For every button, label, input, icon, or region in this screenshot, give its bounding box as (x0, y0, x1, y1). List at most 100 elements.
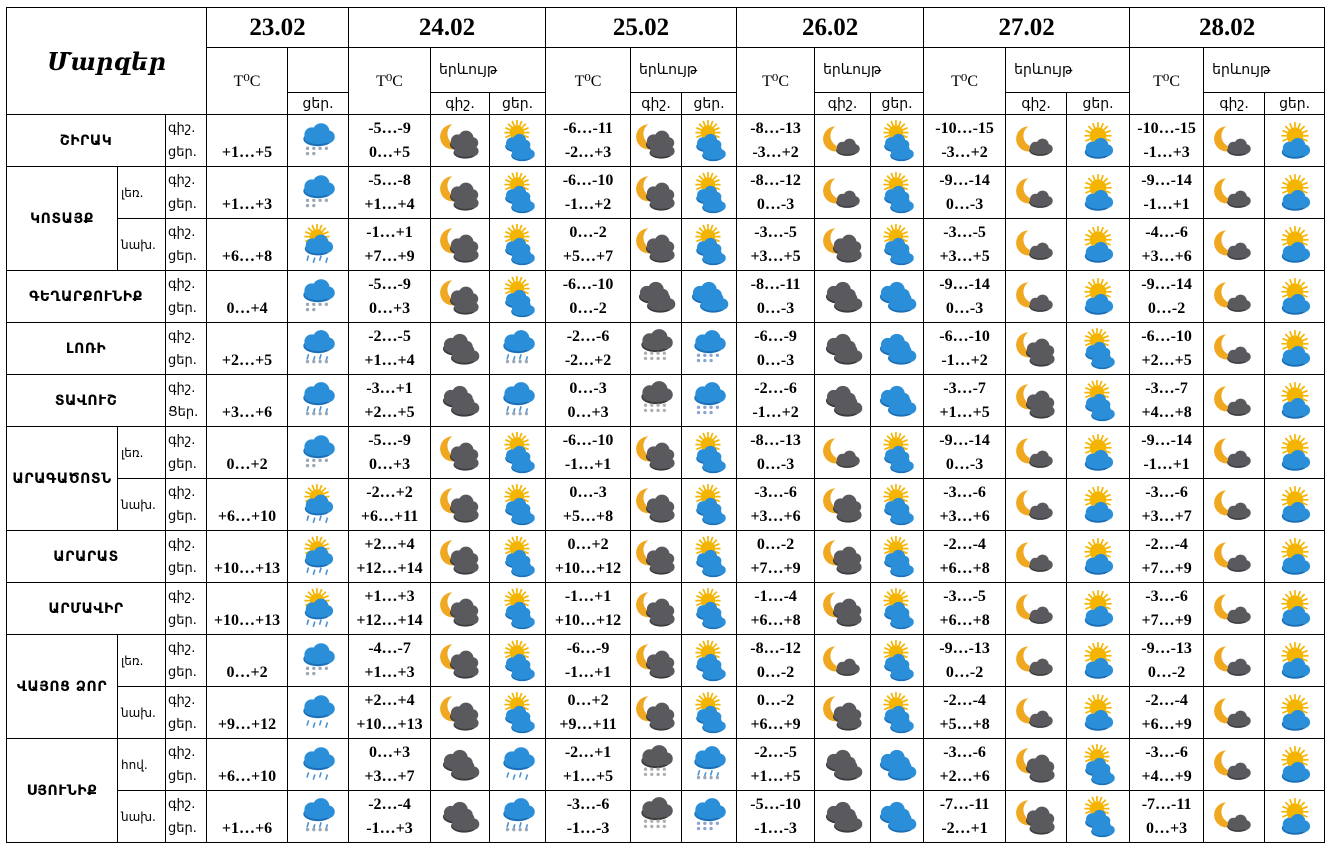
sun-cloud-icon (1266, 275, 1324, 319)
night-temperature: -3…-6 (754, 483, 797, 501)
blue-clouds-icon (683, 275, 736, 319)
weather-icon-cell (430, 374, 491, 427)
night-temperature: -2…-4 (943, 535, 986, 553)
weather-icon-cell (1264, 686, 1326, 739)
sun-cloud-icon (1068, 119, 1129, 163)
weather-icon-cell (430, 686, 491, 739)
moon-clouds-icon (432, 223, 489, 267)
temperature-cell: -7…-11 -2…+1 (923, 790, 1007, 843)
night-temperature: -9…-14 (1141, 275, 1192, 293)
forecast-table: Մարզեր 23.02 24.02 25.02 26.02 27.02 28.02 T⁰C T… (5, 7, 1326, 843)
weather-icon-cell (630, 322, 683, 375)
day-temperature: 0…-2 (1147, 299, 1186, 317)
day-label: ցեր. (168, 456, 197, 472)
day-temperature: +1…+5 (562, 767, 614, 785)
day-temperature: 0…-3 (756, 351, 795, 369)
time-labels: գիշ. ցեր. (164, 530, 208, 583)
sun-cloud-icon (1266, 379, 1324, 423)
day-temperature: 0…-2 (569, 299, 607, 317)
moon-clouds-icon (432, 639, 489, 683)
moon-cloud-icon (1007, 691, 1066, 735)
moon-cloud-icon (816, 119, 870, 163)
weather-icon-cell (1066, 166, 1131, 219)
time-labels: գիշ. ցեր. (164, 686, 208, 739)
night-temperature: -3…-6 (1145, 587, 1188, 605)
day-temperature: -1…+3 (1143, 143, 1190, 161)
table-row: ՎԱՅՈՑ ՁՈՐ լեռ. գիշ. ցեր. 0…+2 -4…-7 +1…+3 -6…-9… (6, 634, 1326, 739)
weather-icon-cell (1203, 686, 1266, 739)
temperature-cell: -3…-7 +1…+5 (923, 374, 1007, 427)
day-temperature: -1…+2 (752, 403, 799, 421)
weather-icon-cell (1066, 114, 1131, 167)
weather-icon-cell (430, 426, 491, 479)
night-temperature: -5…-10 (750, 795, 801, 813)
day-temperature: +9…+11 (559, 715, 617, 733)
day-temperature: 0…-3 (945, 195, 984, 213)
temperature-cell: -3…-6 +3…+7 (1129, 478, 1205, 531)
rain-snow-icon (289, 639, 348, 683)
day-temperature: -2…+1 (941, 819, 988, 837)
temperature-cell: -10…-15 -1…+3 (1129, 114, 1205, 167)
moon-clouds-icon (816, 691, 870, 735)
regions-header: Մարզեր (5, 7, 208, 115)
weather-icon-cell (1203, 322, 1266, 375)
date-header: 26.02 (736, 7, 925, 48)
weather-icon-cell (1203, 478, 1266, 531)
sun-clouds-icon (872, 587, 923, 631)
night-temperature: -2…+1 (564, 743, 612, 761)
night-temperature: -6…-11 (563, 119, 613, 137)
rain-snow-icon (289, 171, 348, 215)
day-temperature: 0…+3 (368, 299, 411, 317)
night-label: գիշ. (168, 328, 196, 344)
moon-clouds-icon (632, 535, 681, 579)
temperature-cell: -9…-14 0…-3 (923, 270, 1007, 323)
moon-cloud-icon (1205, 587, 1264, 631)
phenomenon-header: երևույթ (814, 47, 925, 93)
weather-icon-cell (430, 478, 491, 531)
day-temperature: +1…+5 (939, 403, 990, 421)
night-label: գիշ. (168, 796, 196, 812)
temperature-cell: 0…-2 +7…+9 (736, 530, 816, 583)
temperature-header: T⁰C (736, 47, 816, 115)
weather-icon-cell (1203, 218, 1266, 271)
day-temperature: +3…+7 (1141, 507, 1192, 525)
night-temperature: -3…-6 (1145, 483, 1188, 501)
rain-icon (491, 743, 545, 787)
temperature-cell: -7…-11 0…+3 (1129, 790, 1205, 843)
weather-icon-cell (870, 738, 925, 791)
weather-icon-cell (1066, 790, 1131, 843)
weather-icon-cell (1203, 790, 1266, 843)
temperature-cell: -4…-6 +3…+6 (1129, 218, 1205, 271)
region-name: ԳԵՂԱՐՔՈՒՆԻՔ (6, 270, 166, 323)
moon-clouds-icon (816, 483, 870, 527)
temperature-cell: -5…-10 -1…-3 (736, 790, 816, 843)
weather-icon-cell (430, 270, 491, 323)
weather-icon-cell (814, 530, 872, 583)
day-header: ցեր. (489, 92, 547, 115)
temperature-cell: 0…+2 +10…+12 (545, 530, 632, 583)
moon-clouds-icon (1007, 795, 1066, 839)
weather-icon-cell (870, 270, 925, 323)
weather-icon-cell (1005, 790, 1068, 843)
snow-dark-icon (632, 379, 681, 423)
sun-cloud-icon (1266, 795, 1324, 839)
night-header: գիշ. (630, 92, 683, 115)
weather-icon-cell (430, 114, 491, 167)
moon-clouds-icon (632, 639, 681, 683)
temperature-cell: 0…-2 +6…+9 (736, 686, 816, 739)
weather-icon-cell (814, 218, 872, 271)
region-name: ՏԱՎՈՒՇ (6, 374, 166, 427)
temperature-23: 0…+2 (206, 426, 289, 479)
night-temperature: -2…-4 (368, 795, 411, 813)
weather-icon-cell (814, 114, 872, 167)
moon-cloud-icon (1007, 119, 1066, 163)
weather-icon-cell (1203, 270, 1266, 323)
weather-icon-cell (1264, 478, 1326, 531)
night-temperature: +1…+3 (364, 587, 415, 605)
weather-icon-cell (681, 114, 738, 167)
temperature-cell: 0…-3 0…+3 (545, 374, 632, 427)
night-temperature: 0…-3 (569, 379, 607, 397)
temperature-cell: +1…+3 +12…+14 (348, 582, 432, 635)
sun-cloud-icon (1068, 483, 1129, 527)
temperature-cell: -1…+1 +7…+9 (348, 218, 432, 271)
